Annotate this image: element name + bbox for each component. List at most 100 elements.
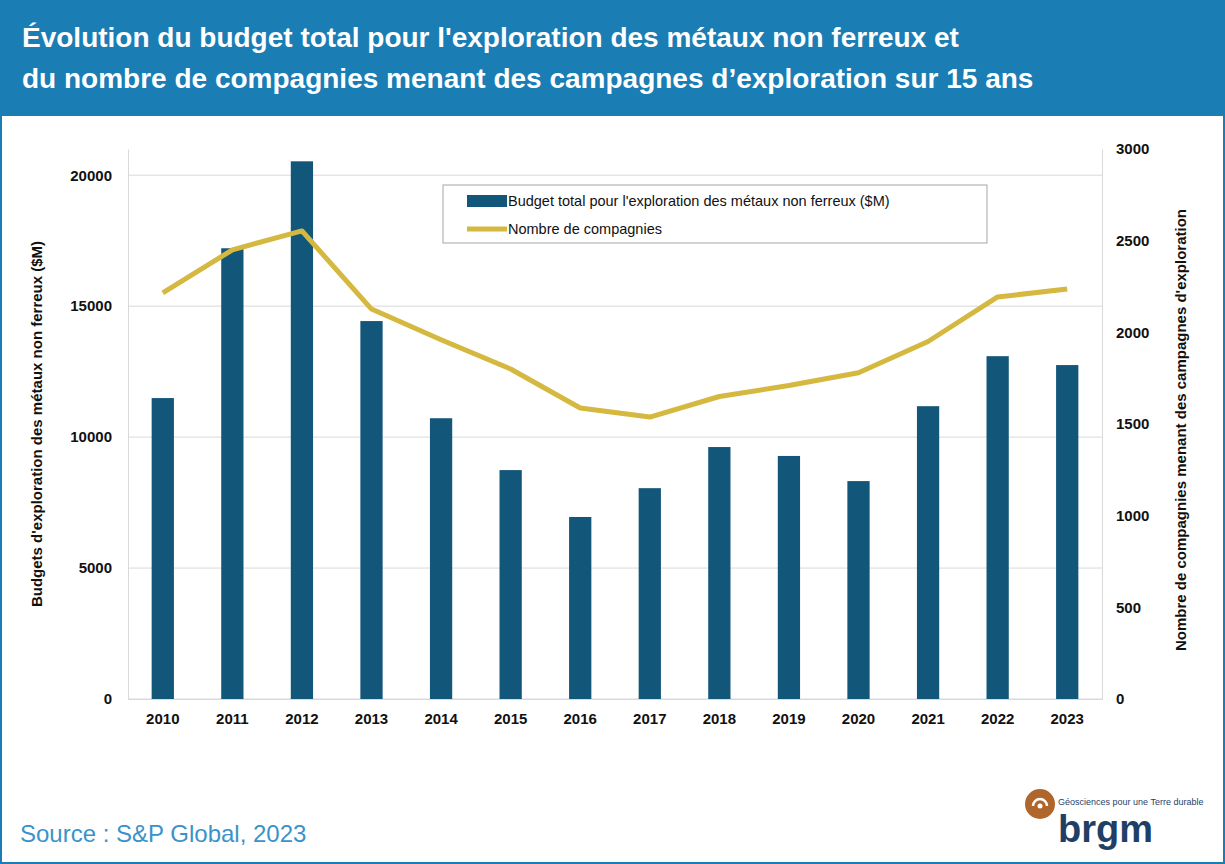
y2-tick-label: 3000 bbox=[1116, 140, 1149, 157]
bar bbox=[917, 406, 939, 699]
y2-axis: 0 500 1000 1500 2000 2500 3000 bbox=[1102, 140, 1149, 707]
x-tick: 2011 bbox=[216, 699, 249, 727]
bar bbox=[987, 356, 1009, 699]
x-tick-label: 2022 bbox=[981, 710, 1014, 727]
y-tick: 15000 bbox=[70, 297, 128, 314]
y2-axis-line bbox=[1102, 150, 1103, 700]
x-tick: 2014 bbox=[424, 699, 458, 727]
legend-swatch bbox=[467, 227, 507, 232]
y2-tick-label: 1000 bbox=[1116, 507, 1149, 524]
title: du nombre de compagnies menant des campa… bbox=[22, 63, 1033, 94]
y-tick-label: 20000 bbox=[70, 166, 112, 183]
y2-tick: 3000 bbox=[1102, 140, 1149, 157]
logo-mark bbox=[1025, 789, 1055, 819]
y2-tick: 500 bbox=[1102, 599, 1141, 616]
frame bbox=[1, 1, 1224, 863]
logo-mark-dot bbox=[1038, 804, 1043, 809]
x-tick-label: 2023 bbox=[1051, 710, 1084, 727]
x-tick-label: 2015 bbox=[494, 710, 527, 727]
logo-text: brgm bbox=[1058, 808, 1153, 850]
x-tick-label: 2018 bbox=[703, 710, 736, 727]
y2-tick: 1500 bbox=[1102, 415, 1149, 432]
y-tick: 20000 bbox=[70, 166, 128, 183]
x-tick: 2013 bbox=[355, 699, 388, 727]
x-tick: 2019 bbox=[772, 699, 805, 727]
bar bbox=[569, 517, 591, 699]
legend-swatch bbox=[467, 195, 507, 207]
grid-line bbox=[128, 437, 1102, 438]
x-tick-label: 2014 bbox=[424, 710, 458, 727]
x-tick: 2023 bbox=[1051, 699, 1084, 727]
bar-series bbox=[152, 161, 1079, 699]
grid-line bbox=[128, 306, 1102, 307]
source: Source : S&P Global, 2023 bbox=[20, 820, 306, 847]
x-tick-label: 2019 bbox=[772, 710, 805, 727]
legend-box bbox=[443, 185, 987, 243]
y-axis: 0 5000 10000 15000 20000 bbox=[70, 150, 128, 708]
background bbox=[0, 0, 1225, 864]
y2-axis-title: Nombre de compagnies menant des campagne… bbox=[1172, 209, 1189, 651]
x-tick: 2015 bbox=[494, 699, 527, 727]
bar bbox=[778, 456, 800, 699]
logo: Géosciences pour une Terre durablebrgm bbox=[1025, 789, 1203, 850]
legend-label: Nombre de compagnies bbox=[508, 221, 662, 237]
x-axis-line bbox=[129, 699, 1103, 700]
x-tick-label: 2010 bbox=[146, 710, 179, 727]
y2-tick: 2000 bbox=[1102, 324, 1149, 341]
x-tick: 2020 bbox=[842, 699, 875, 727]
plot-area bbox=[152, 161, 1079, 699]
bar bbox=[430, 418, 452, 699]
y2-tick-label: 1500 bbox=[1116, 415, 1149, 432]
y-tick-label: 15000 bbox=[70, 297, 112, 314]
line bbox=[163, 231, 1067, 417]
grid-line bbox=[128, 699, 1102, 700]
x-tick: 2012 bbox=[285, 699, 318, 727]
y2-tick-label: 2000 bbox=[1116, 324, 1149, 341]
grid-line bbox=[128, 175, 1102, 176]
y2-tick-label: 2500 bbox=[1116, 232, 1149, 249]
x-tick-label: 2020 bbox=[842, 710, 875, 727]
y2-tick: 1000 bbox=[1102, 507, 1149, 524]
header-band bbox=[0, 0, 1225, 116]
x-tick: 2021 bbox=[911, 699, 944, 727]
bar bbox=[639, 488, 661, 699]
y-tick: 10000 bbox=[70, 428, 128, 445]
x-tick: 2017 bbox=[633, 699, 666, 727]
y-tick: 0 bbox=[104, 690, 128, 707]
x-tick-label: 2021 bbox=[911, 710, 944, 727]
grid-line bbox=[128, 568, 1102, 569]
x-tick-label: 2016 bbox=[564, 710, 597, 727]
x-tick-label: 2017 bbox=[633, 710, 666, 727]
title: Évolution du budget total pour l'explora… bbox=[22, 22, 959, 53]
y-tick-label: 5000 bbox=[79, 559, 112, 576]
bar bbox=[221, 248, 243, 699]
y-tick-label: 10000 bbox=[70, 428, 112, 445]
bar bbox=[500, 470, 522, 699]
y2-tick: 2500 bbox=[1102, 232, 1149, 249]
bar bbox=[1056, 365, 1078, 699]
x-tick: 2022 bbox=[981, 699, 1014, 727]
x-axis: 2010 2011 2012 2013 2014 2015 2016 2017 2018 2019… bbox=[129, 699, 1103, 727]
x-tick: 2010 bbox=[146, 699, 179, 727]
y-axis-line bbox=[128, 150, 129, 700]
y-tick-label: 0 bbox=[104, 690, 112, 707]
legend: Budget total pour l'exploration des méta… bbox=[443, 185, 987, 243]
y2-tick-label: 500 bbox=[1116, 599, 1141, 616]
logo-tagline: Géosciences pour une Terre durable bbox=[1058, 797, 1203, 807]
x-tick: 2018 bbox=[703, 699, 736, 727]
y2-tick-label: 0 bbox=[1116, 690, 1124, 707]
grid bbox=[128, 175, 1102, 699]
bar bbox=[152, 398, 174, 699]
y-axis-title: Budgets d'exploration des métaux non fer… bbox=[28, 241, 45, 607]
chart-root: Évolution du budget total pour l'explora… bbox=[0, 0, 1225, 864]
x-tick-label: 2012 bbox=[285, 710, 318, 727]
y2-tick: 0 bbox=[1102, 690, 1124, 707]
bar bbox=[847, 481, 869, 699]
x-tick: 2016 bbox=[564, 699, 597, 727]
legend-label: Budget total pour l'exploration des méta… bbox=[508, 193, 890, 209]
x-tick-label: 2013 bbox=[355, 710, 388, 727]
bar bbox=[360, 321, 382, 699]
y-tick: 5000 bbox=[79, 559, 128, 576]
x-tick-label: 2011 bbox=[216, 710, 249, 727]
bar bbox=[708, 447, 730, 699]
